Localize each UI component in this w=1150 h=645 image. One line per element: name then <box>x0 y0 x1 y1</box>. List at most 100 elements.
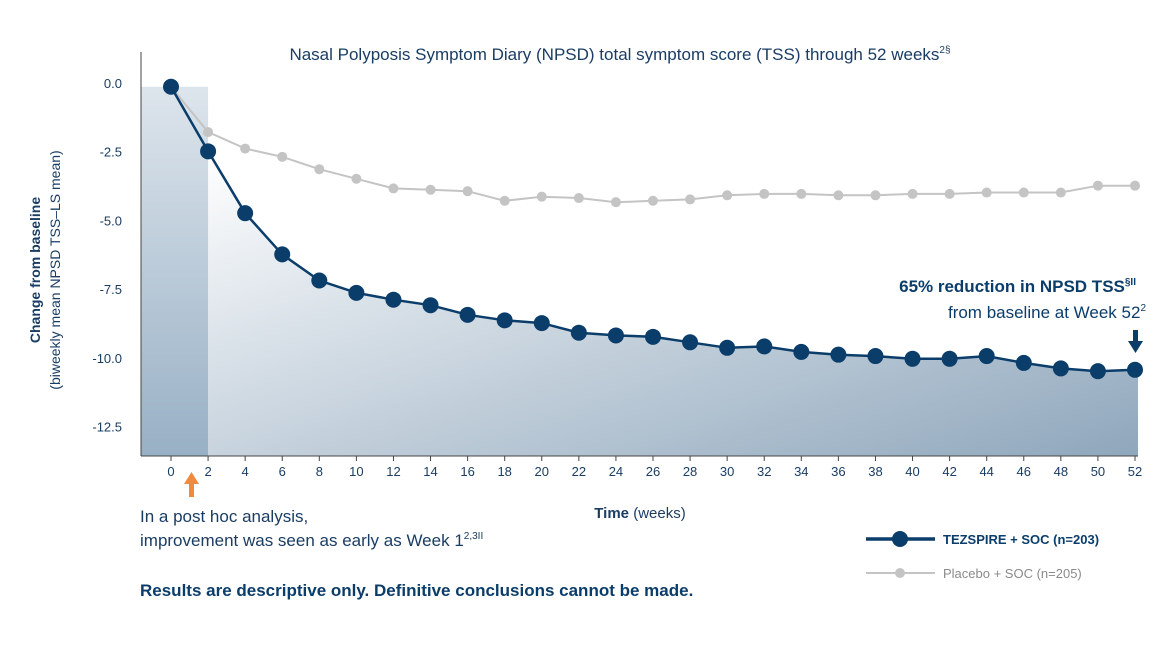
legend-label-tezspire: TEZSPIRE + SOC (n=203) <box>943 532 1099 547</box>
data-point-placebo <box>833 190 844 201</box>
posthoc-annotation-superscript: 2,3II <box>464 531 483 542</box>
reduction-annotation-line2: from baseline at Week 522 <box>948 303 1146 322</box>
data-point-placebo <box>1055 187 1066 198</box>
data-point-placebo <box>981 187 992 198</box>
x-tick-label: 0 <box>167 464 174 479</box>
legend-label-placebo: Placebo + SOC (n=205) <box>943 566 1082 581</box>
data-point-tezspire <box>1089 363 1106 380</box>
data-point-tezspire <box>607 327 624 344</box>
data-point-tezspire <box>793 343 810 360</box>
x-tick-label: 38 <box>868 464 882 479</box>
data-point-tezspire <box>163 78 179 95</box>
data-point-placebo <box>462 186 473 197</box>
posthoc-annotation-line2: improvement was seen as early as Week 12… <box>140 531 483 550</box>
data-point-tezspire <box>311 272 328 289</box>
x-tick-label: 26 <box>646 464 660 479</box>
x-axis-label-bold: Time <box>594 505 629 522</box>
legend-item-tezspire: TEZSPIRE + SOC (n=203) <box>866 531 1099 547</box>
data-point-tezspire <box>904 350 921 367</box>
reduction-annotation-line2-text: from baseline at Week 52 <box>948 303 1140 322</box>
y-axis-label-line1: Change from baseline <box>27 197 43 343</box>
chart-title: Nasal Polyposis Symptom Diary (NPSD) tot… <box>289 45 950 64</box>
x-tick-label: 50 <box>1091 464 1105 479</box>
posthoc-annotation-line2-text: improvement was seen as early as Week 1 <box>140 531 464 550</box>
x-axis-label-rest: (weeks) <box>633 505 686 522</box>
legend-marker-tezspire <box>892 531 908 547</box>
x-tick-label: 16 <box>460 464 474 479</box>
x-tick-label: 24 <box>609 464 623 479</box>
y-tick-label: -10.0 <box>92 351 122 366</box>
data-point-tezspire <box>274 246 291 263</box>
tezspire-shaded-area <box>208 151 1139 457</box>
legend-marker-placebo <box>895 568 905 578</box>
data-point-placebo <box>759 188 770 199</box>
reduction-annotation-line1: 65% reduction in NPSD TSS§II <box>899 277 1136 296</box>
x-tick-label: 8 <box>316 464 323 479</box>
data-point-tezspire <box>645 328 661 345</box>
data-point-tezspire <box>941 350 958 367</box>
data-point-placebo <box>536 191 547 202</box>
data-point-placebo <box>944 188 955 199</box>
y-tick-label: -12.5 <box>92 420 122 435</box>
data-point-placebo <box>425 184 436 195</box>
y-tick-label: -7.5 <box>100 282 122 297</box>
data-point-tezspire <box>719 339 736 356</box>
legend: TEZSPIRE + SOC (n=203) Placebo + SOC (n=… <box>866 531 1099 581</box>
down-arrow-icon <box>1128 330 1143 353</box>
reduction-annotation-line2-superscript: 2 <box>1140 303 1146 314</box>
data-point-tezspire <box>422 297 439 314</box>
posthoc-annotation-line1: In a post hoc analysis, <box>140 507 308 526</box>
data-point-tezspire <box>682 334 699 351</box>
y-tick-labels: 0.0 -2.5 -5.0 -7.5 -10.0 -12.5 <box>92 76 122 435</box>
x-tick-label: 36 <box>831 464 845 479</box>
data-point-tezspire <box>348 284 365 301</box>
data-point-tezspire <box>867 348 884 365</box>
footer-disclaimer: Results are descriptive only. Definitive… <box>140 581 693 600</box>
y-tick-label: 0.0 <box>104 76 122 91</box>
data-point-placebo <box>722 190 733 201</box>
y-tick-label: -5.0 <box>100 213 122 228</box>
x-tick-label: 48 <box>1054 464 1068 479</box>
baseline-shaded-band <box>141 86 209 457</box>
x-tick-label: 34 <box>794 464 808 479</box>
x-tick-label: 32 <box>757 464 771 479</box>
x-tick-label: 30 <box>720 464 734 479</box>
data-point-tezspire <box>496 312 513 329</box>
data-point-tezspire <box>1127 361 1143 378</box>
data-point-placebo <box>314 164 325 175</box>
x-tick-label: 40 <box>905 464 919 479</box>
x-tick-label: 14 <box>423 464 437 479</box>
data-point-placebo <box>240 143 251 154</box>
data-point-placebo <box>499 195 510 206</box>
data-point-tezspire <box>1052 360 1069 377</box>
x-tick-label: 18 <box>497 464 511 479</box>
data-point-tezspire <box>1015 354 1032 371</box>
data-point-tezspire <box>385 291 402 308</box>
data-point-placebo <box>870 190 881 201</box>
data-point-tezspire <box>200 143 217 160</box>
reduction-annotation-bold: 65% reduction in NPSD TSS <box>899 277 1125 296</box>
data-point-tezspire <box>570 324 587 341</box>
chart-title-superscript: 2§ <box>939 45 950 56</box>
x-tick-label: 2 <box>204 464 211 479</box>
series-line-placebo <box>170 86 1135 204</box>
y-tick-label: -2.5 <box>100 145 122 160</box>
data-point-placebo <box>1130 180 1140 191</box>
data-point-placebo <box>1092 180 1103 191</box>
x-tick-label: 10 <box>349 464 363 479</box>
x-axis-label: Time (weeks) <box>594 505 685 522</box>
data-point-placebo <box>796 188 807 199</box>
data-point-placebo <box>277 151 288 162</box>
chart-title-text: Nasal Polyposis Symptom Diary (NPSD) tot… <box>289 45 939 64</box>
x-tick-label: 46 <box>1017 464 1031 479</box>
up-arrow-icon <box>184 472 199 497</box>
data-point-placebo <box>685 194 696 205</box>
data-point-tezspire <box>978 348 995 365</box>
y-axis-label: Change from baseline (biweekly mean NPSD… <box>27 150 63 389</box>
x-tick-label: 12 <box>386 464 400 479</box>
data-point-tezspire <box>756 338 773 355</box>
data-point-placebo <box>573 193 584 204</box>
data-point-tezspire <box>533 315 550 332</box>
